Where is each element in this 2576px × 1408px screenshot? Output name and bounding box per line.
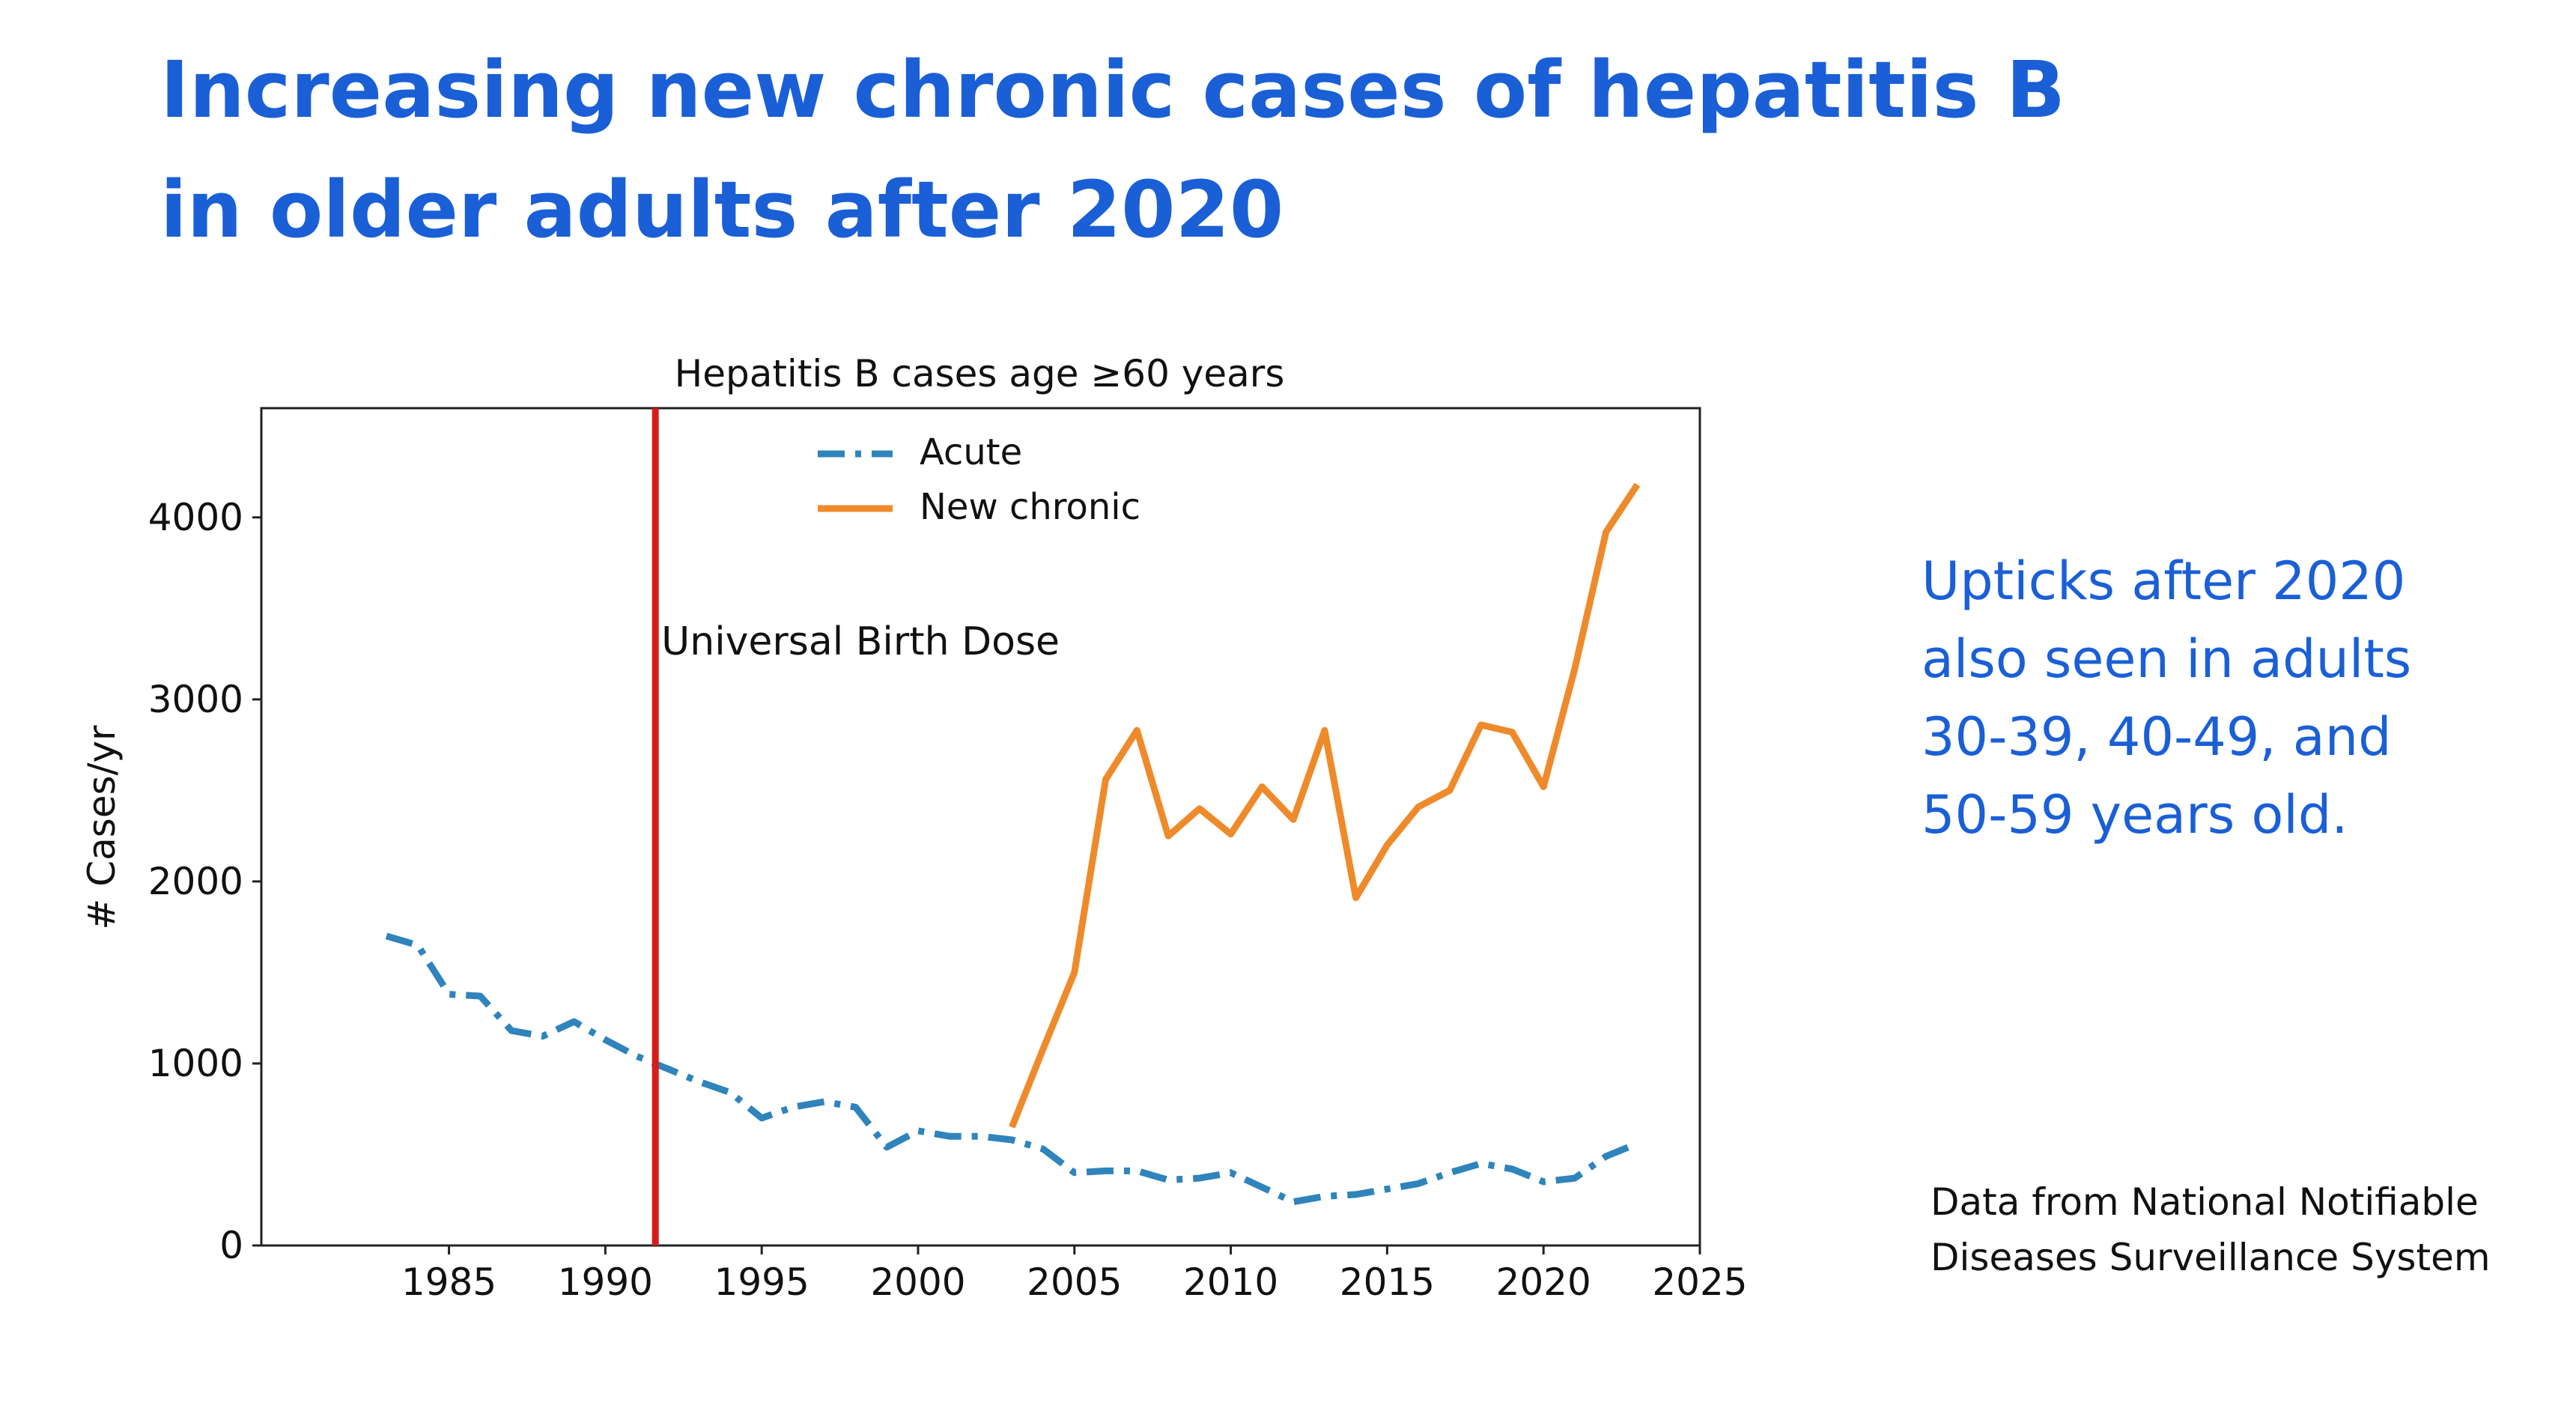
- source-line-2: Diseases Surveillance System: [1931, 1236, 2491, 1279]
- x-tick-label: 2005: [1027, 1260, 1122, 1304]
- title-line-1: Increasing new chronic cases of hepatiti…: [160, 44, 2066, 136]
- series-layer: [385, 482, 1641, 1206]
- series-line-new-chronic: [1009, 482, 1641, 1129]
- legend-label-acute: Acute: [920, 431, 1022, 473]
- x-tick-label: 1985: [401, 1260, 496, 1304]
- legend: Acute New chronic: [818, 431, 1140, 528]
- annotation-layer: Universal Birth Dose: [651, 408, 1060, 1245]
- annotation-label: Universal Birth Dose: [661, 619, 1060, 664]
- source-note: Data from National Notifiable Diseases S…: [1931, 1174, 2491, 1285]
- slide-title: Increasing new chronic cases of hepatiti…: [160, 30, 2065, 270]
- y-tick-label: 1000: [148, 1042, 243, 1085]
- series-line-acute: [385, 932, 1639, 1206]
- y-tick-label: 4000: [148, 496, 243, 539]
- side-note-line-1: Upticks after 2020: [1922, 550, 2406, 612]
- plot-area-frame: [260, 407, 1701, 1247]
- chart-title: Hepatitis B cases age ≥60 years: [675, 352, 1285, 395]
- y-axis-label: # Cases/yr: [80, 725, 124, 930]
- x-tick-label: 1990: [558, 1260, 653, 1304]
- x-tick-label: 2015: [1340, 1260, 1435, 1304]
- x-tick-label: 2010: [1183, 1260, 1278, 1304]
- y-tick-label: 0: [219, 1224, 243, 1267]
- side-note-line-3: 30-39, 40-49, and: [1922, 706, 2392, 768]
- side-note-line-4: 50-59 years old.: [1922, 784, 2348, 846]
- x-tick-label: 2020: [1496, 1260, 1591, 1304]
- axis-ticks: 1985 1990 1995 2000 2005 2010 2015 2020 2025 0 100…: [148, 496, 1748, 1304]
- x-tick-label: 2025: [1652, 1260, 1747, 1304]
- legend-label-new-chronic: New chronic: [920, 486, 1140, 528]
- x-tick-label: 1995: [714, 1260, 809, 1304]
- side-note: Upticks after 2020 also seen in adults 3…: [1922, 542, 2411, 854]
- side-note-line-2: also seen in adults: [1922, 628, 2412, 690]
- y-tick-label: 3000: [148, 678, 243, 721]
- source-line-1: Data from National Notifiable: [1931, 1180, 2479, 1224]
- y-tick-label: 2000: [148, 860, 243, 903]
- title-line-2: in older adults after 2020: [160, 164, 1284, 255]
- x-tick-label: 2000: [870, 1260, 965, 1304]
